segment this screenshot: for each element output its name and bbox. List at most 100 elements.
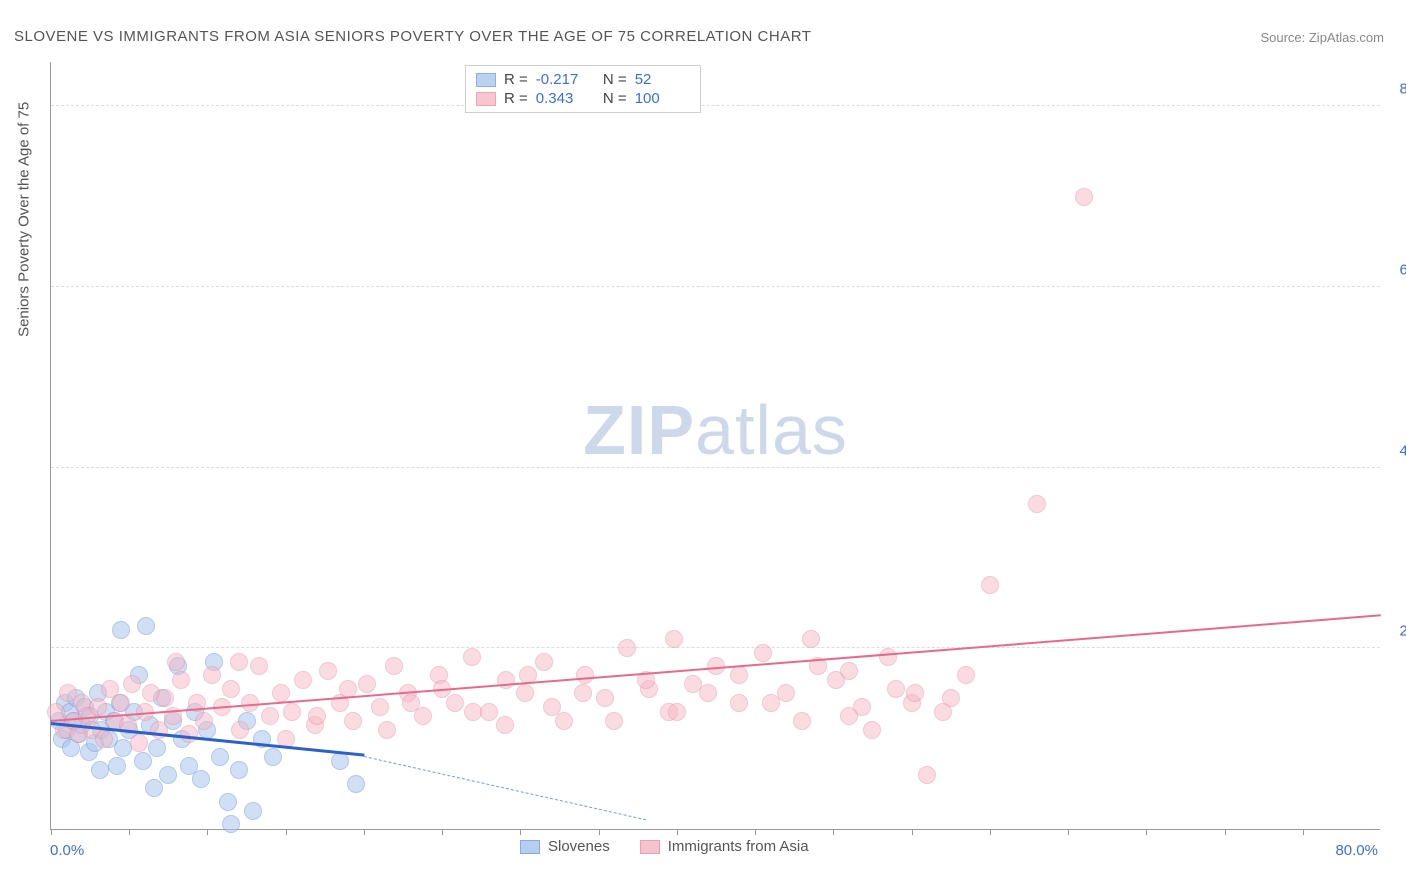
data-point	[219, 793, 237, 811]
x-tick	[990, 829, 991, 835]
data-point	[358, 675, 376, 693]
data-point	[347, 775, 365, 793]
data-point	[172, 671, 190, 689]
data-point	[446, 694, 464, 712]
x-tick	[912, 829, 913, 835]
data-point	[981, 576, 999, 594]
data-point	[1028, 495, 1046, 513]
data-point	[699, 684, 717, 702]
data-point	[543, 698, 561, 716]
watermark-zip: ZIP	[583, 391, 695, 469]
y-tick-label: 80.0%	[1387, 81, 1406, 98]
n-value: 100	[635, 90, 690, 107]
data-point	[192, 770, 210, 788]
x-tick	[1303, 829, 1304, 835]
data-point	[576, 666, 594, 684]
data-point	[596, 689, 614, 707]
data-point	[308, 707, 326, 725]
grid-line	[51, 105, 1380, 106]
grid-line	[51, 467, 1380, 468]
r-label: R =	[504, 71, 528, 88]
x-tick	[520, 829, 521, 835]
data-point	[957, 666, 975, 684]
x-tick	[129, 829, 130, 835]
data-point	[244, 802, 262, 820]
x-tick	[1146, 829, 1147, 835]
data-point	[385, 657, 403, 675]
data-point	[378, 721, 396, 739]
data-point	[230, 653, 248, 671]
data-point	[414, 707, 432, 725]
data-point	[180, 725, 198, 743]
data-point	[203, 666, 221, 684]
data-point	[730, 666, 748, 684]
n-label: N =	[599, 90, 627, 107]
x-tick	[833, 829, 834, 835]
data-point	[942, 689, 960, 707]
data-point	[148, 739, 166, 757]
data-point	[159, 766, 177, 784]
data-point	[230, 761, 248, 779]
x-tick	[207, 829, 208, 835]
data-point	[319, 662, 337, 680]
data-point	[261, 707, 279, 725]
data-point	[344, 712, 362, 730]
x-tick	[1068, 829, 1069, 835]
data-point	[605, 712, 623, 730]
data-point	[762, 694, 780, 712]
data-point	[535, 653, 553, 671]
correlation-legend-row: R = 0.343 N = 100	[476, 89, 690, 108]
y-tick-label: 40.0%	[1387, 442, 1406, 459]
legend-swatch	[476, 73, 496, 87]
data-point	[464, 703, 482, 721]
data-point	[480, 703, 498, 721]
r-value: 0.343	[536, 90, 591, 107]
data-point	[1075, 188, 1093, 206]
watermark: ZIPatlas	[583, 390, 848, 470]
data-point	[618, 639, 636, 657]
data-point	[241, 694, 259, 712]
data-point	[906, 684, 924, 702]
data-point	[123, 675, 141, 693]
data-point	[294, 671, 312, 689]
source-attribution: Source: ZipAtlas.com	[1260, 30, 1384, 45]
y-tick-label: 60.0%	[1387, 261, 1406, 278]
data-point	[777, 684, 795, 702]
data-point	[231, 721, 249, 739]
watermark-atlas: atlas	[695, 391, 848, 469]
data-point	[496, 716, 514, 734]
source-link[interactable]: ZipAtlas.com	[1309, 30, 1384, 45]
data-point	[463, 648, 481, 666]
data-point	[47, 703, 65, 721]
data-point	[134, 752, 152, 770]
legend-swatch	[476, 92, 496, 106]
series-legend-label: Immigrants from Asia	[668, 838, 809, 855]
grid-line	[51, 286, 1380, 287]
x-tick	[442, 829, 443, 835]
y-axis-title: Seniors Poverty Over the Age of 75	[16, 102, 33, 337]
data-point	[840, 707, 858, 725]
series-legend-item: Immigrants from Asia	[640, 838, 809, 855]
correlation-legend-row: R = -0.217 N = 52	[476, 70, 690, 89]
data-point	[264, 748, 282, 766]
data-point	[95, 730, 113, 748]
data-point	[145, 779, 163, 797]
legend-swatch	[640, 840, 660, 854]
data-point	[802, 630, 820, 648]
chart-title: SLOVENE VS IMMIGRANTS FROM ASIA SENIORS …	[14, 28, 811, 45]
data-point	[730, 694, 748, 712]
n-label: N =	[599, 71, 627, 88]
r-value: -0.217	[536, 71, 591, 88]
trend-line	[364, 756, 646, 820]
data-point	[130, 734, 148, 752]
data-point	[516, 684, 534, 702]
data-point	[668, 703, 686, 721]
data-point	[402, 694, 420, 712]
data-point	[793, 712, 811, 730]
data-point	[108, 757, 126, 775]
series-legend: Slovenes Immigrants from Asia	[520, 838, 809, 855]
data-point	[879, 648, 897, 666]
series-legend-label: Slovenes	[548, 838, 610, 855]
data-point	[863, 721, 881, 739]
data-point	[918, 766, 936, 784]
